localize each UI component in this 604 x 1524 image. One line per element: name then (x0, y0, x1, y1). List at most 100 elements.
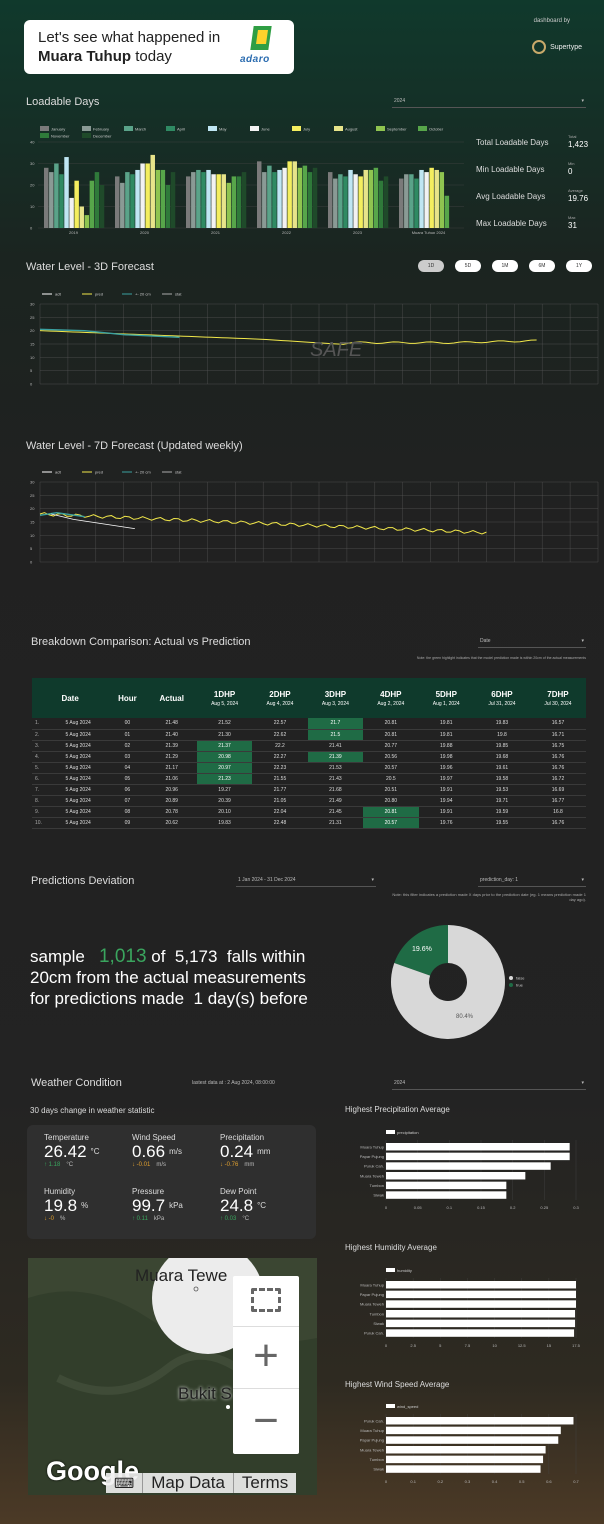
table-row: 4. 5 Aug 2024 03 21.29 20.98 22.27 21.39 20.56 1… (32, 751, 586, 763)
weather-stat-unit: mm (257, 1147, 271, 1156)
x-tick: 2.5 (410, 1343, 416, 1348)
range-6m-button[interactable]: 6M (529, 260, 555, 272)
weather-stat-value-row: 19.8% (44, 1196, 88, 1215)
legend-swatch (166, 126, 175, 131)
weather-select-value: 2024 (394, 1079, 406, 1086)
zoom-in-button[interactable]: + (233, 1326, 299, 1384)
terms-link[interactable]: Terms (232, 1473, 296, 1493)
col-header[interactable]: Hour (108, 678, 147, 718)
bar (386, 1465, 541, 1473)
row-number: 10. (32, 817, 48, 829)
weather-stats-card: Temperature 26.42 °C ↑ 1.18 °C Wind Speed 0.66… (27, 1125, 316, 1239)
y-tick: 10 (30, 355, 35, 360)
legend-label: humidity (397, 1268, 412, 1273)
x-tick: 0.05 (414, 1205, 423, 1210)
zoom-out-button[interactable]: − (233, 1388, 299, 1452)
fingerprint-icon (532, 40, 547, 54)
bar (439, 172, 445, 228)
keyboard-icon[interactable]: ⌨ (114, 1474, 135, 1491)
y-tick: 20 (30, 506, 35, 511)
hour-cell: 01 (108, 729, 147, 741)
col-header[interactable]: 5DHP Aug 1, 2024 (418, 678, 474, 718)
col-header[interactable]: 1DHP Aug 5, 2024 (196, 678, 253, 718)
arrow-up-icon: ↑ (220, 1216, 225, 1222)
weather-stat-unit: m/s (169, 1147, 182, 1156)
category-label: Tumbon (369, 1311, 384, 1316)
bar (444, 195, 450, 228)
table-row: 6. 5 Aug 2024 05 21.06 21.23 21.55 21.43 20.5 19… (32, 773, 586, 785)
range-1d-button[interactable]: 1D (418, 260, 444, 272)
prediction-cell: 22.04 (252, 806, 308, 818)
summary-falls: falls within (226, 947, 306, 966)
deviation-donut-chart: 19.6% 80.4% false true (391, 925, 525, 1039)
col-header[interactable]: 4DHP Aug 2, 2024 (363, 678, 419, 718)
stat-label: Max Loadable Days (476, 219, 547, 228)
legend-label: stat (175, 470, 182, 475)
location-map[interactable]: Muara Tewe Bukit S + − Google ⌨ Map Data… (28, 1258, 317, 1495)
days-value: 1 (193, 989, 203, 1008)
date-cell: 5 Aug 2024 (48, 729, 109, 741)
prediction-cell: 19.27 (196, 784, 253, 796)
weather-stat-delta-unit: mm (244, 1162, 255, 1168)
fullscreen-button[interactable] (233, 1276, 299, 1324)
x-tick: 0.7 (573, 1479, 579, 1484)
legend-label: March (135, 127, 146, 132)
weather-stat-delta: ↓ -0.01 m/s (132, 1162, 182, 1168)
legend-label: April (177, 127, 185, 132)
weather-select[interactable]: 2024 ▾ (392, 1076, 586, 1090)
date-cell: 5 Aug 2024 (48, 795, 109, 807)
year-select[interactable]: 2024 ▾ (392, 94, 586, 108)
stat-mini-label: Min (568, 161, 575, 166)
x-tick: 0.3 (465, 1479, 471, 1484)
legend-label: precipitation (397, 1130, 419, 1135)
breakdown-note: Note: the green highlight indicates that… (416, 656, 586, 660)
actual-cell: 20.96 (146, 784, 197, 796)
col-header[interactable]: 7DHP Jul 30, 2024 (529, 678, 586, 718)
prediction-cell: 16.77 (529, 795, 586, 807)
col-header[interactable]: 2DHP Aug 4, 2024 (252, 678, 308, 718)
bar (348, 169, 353, 228)
deviation-summary: sample 1,013 of 5,173 falls within 20cm … (30, 946, 370, 1009)
prediction-cell: 19.97 (418, 773, 474, 785)
col-header[interactable]: Actual (146, 678, 197, 718)
bar (386, 1300, 576, 1308)
wind-title: Highest Wind Speed Average (345, 1380, 450, 1389)
col-header-label: 5DHP (435, 689, 457, 699)
row-number: 9. (32, 806, 48, 818)
col-header[interactable]: 6DHP Jul 31, 2024 (473, 678, 530, 718)
stat-row: Max Loadable Days Max 31 (476, 215, 586, 237)
bar (94, 172, 100, 228)
header-card: Let's see what happened in Muara Tuhup t… (24, 20, 294, 74)
legend-label: February (93, 127, 109, 132)
breakdown-select[interactable]: Date ▾ (478, 634, 586, 648)
deviation-note: Note: this filter indicates a prediction… (392, 892, 586, 902)
category-label: Puruk Cah. (364, 1331, 384, 1336)
col-header[interactable]: Date (32, 678, 109, 718)
prediction-day-select[interactable]: prediction_day: 1 ▾ (478, 873, 586, 887)
weather-stat-delta: ↑ 0.03 °C (220, 1216, 266, 1222)
range-1m-button[interactable]: 1M (492, 260, 518, 272)
breakdown-table: Date Hour Actual 1DHP Aug 5, 2024 2DHP Aug 4, … (32, 678, 586, 829)
humid-title: Highest Humidity Average (345, 1243, 437, 1252)
map-data-link[interactable]: Map Data (142, 1473, 233, 1493)
y-tick: 10 (30, 204, 35, 209)
stat-value: 31 (568, 221, 577, 230)
prediction-cell: 22.62 (252, 729, 308, 741)
range-5d-button[interactable]: 5D (455, 260, 481, 272)
col-header[interactable]: 3DHP Aug 3, 2024 (307, 678, 364, 718)
weather-stat-value-row: 0.24 mm (220, 1142, 270, 1161)
prediction-cell: 21.77 (252, 784, 308, 796)
prediction-cell: 19.91 (418, 784, 474, 796)
col-header-label: 1DHP (213, 689, 236, 699)
arrow-up-icon: ↑ (132, 1216, 137, 1222)
wl7-title: Water Level - 7D Forecast (Updated weekl… (26, 440, 243, 452)
plus-icon: + (253, 1330, 279, 1380)
category-label: Muara Teweh (360, 1447, 384, 1452)
range-1y-button[interactable]: 1Y (566, 260, 592, 272)
legend-swatch (82, 126, 91, 131)
table-row: 3. 5 Aug 2024 02 21.39 21.37 22.2 21.41 20.77 19… (32, 740, 586, 752)
y-tick: 20 (30, 328, 35, 333)
prediction-cell: 19.8 (473, 729, 530, 741)
bar (338, 174, 343, 228)
date-range-picker[interactable]: 1 Jan 2024 - 31 Dec 2024 ▾ (236, 873, 376, 887)
